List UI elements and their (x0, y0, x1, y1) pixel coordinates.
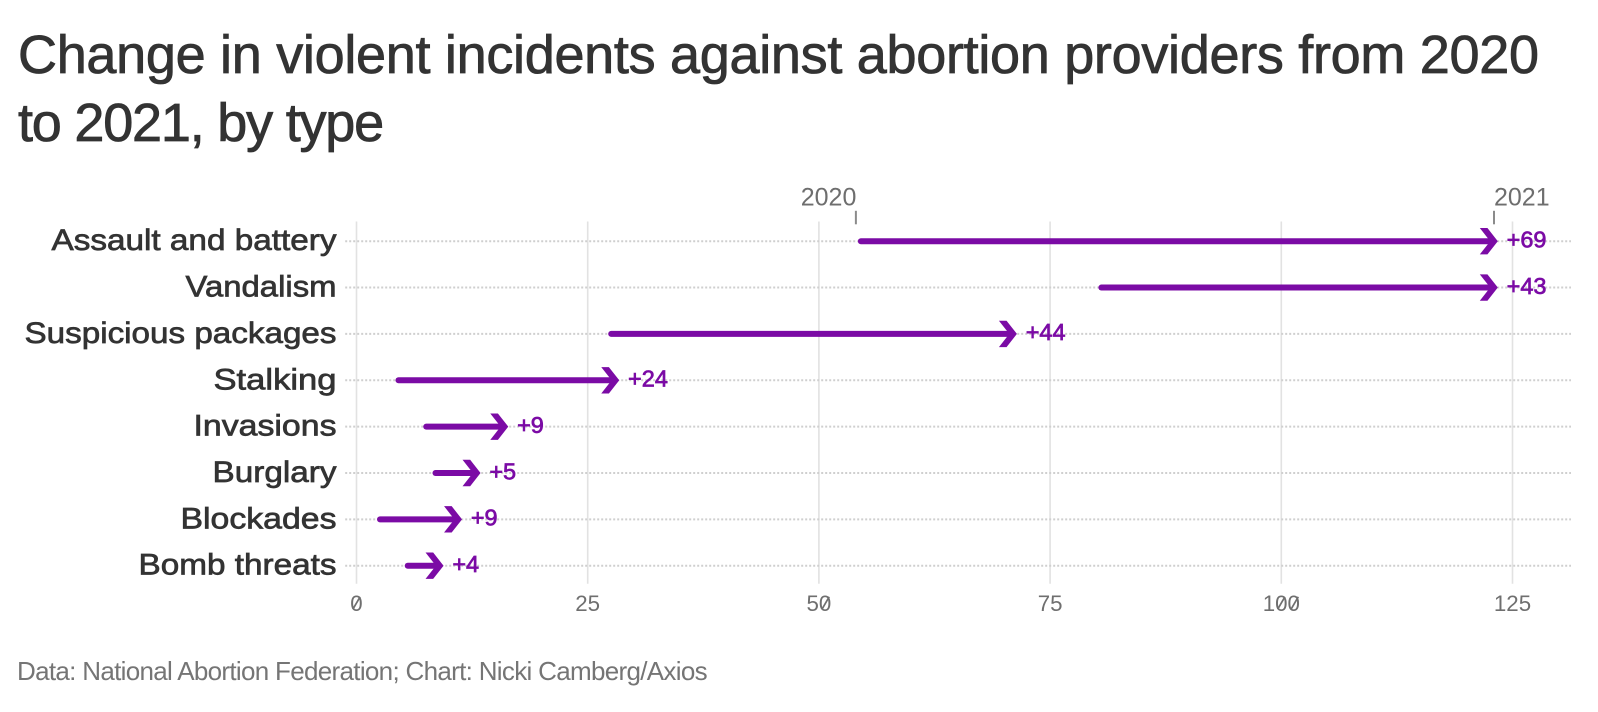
svg-text:+43: +43 (1507, 273, 1547, 299)
svg-text:75: 75 (1038, 591, 1063, 616)
svg-text:2020: 2020 (801, 184, 857, 212)
svg-text:+4: +4 (452, 551, 479, 577)
svg-text:Blockades: Blockades (181, 502, 337, 535)
svg-text:+69: +69 (1507, 227, 1547, 253)
svg-text:+9: +9 (471, 505, 498, 531)
svg-text:125: 125 (1494, 591, 1531, 616)
svg-text:+24: +24 (628, 366, 668, 392)
svg-text:Bomb threats: Bomb threats (139, 549, 337, 582)
svg-text:2021: 2021 (1494, 184, 1550, 212)
svg-text:Stalking: Stalking (214, 363, 337, 396)
svg-text:+5: +5 (489, 458, 516, 484)
svg-text:+44: +44 (1026, 319, 1066, 345)
svg-text:Invasions: Invasions (194, 410, 337, 443)
svg-text:+9: +9 (517, 412, 544, 438)
svg-text:Vandalism: Vandalism (186, 271, 337, 304)
svg-text:Burglary: Burglary (213, 456, 337, 489)
svg-text:25: 25 (575, 591, 600, 616)
svg-text:Assault and battery: Assault and battery (52, 224, 337, 257)
svg-text:Suspicious packages: Suspicious packages (25, 317, 337, 350)
svg-text:50: 50 (806, 591, 831, 616)
